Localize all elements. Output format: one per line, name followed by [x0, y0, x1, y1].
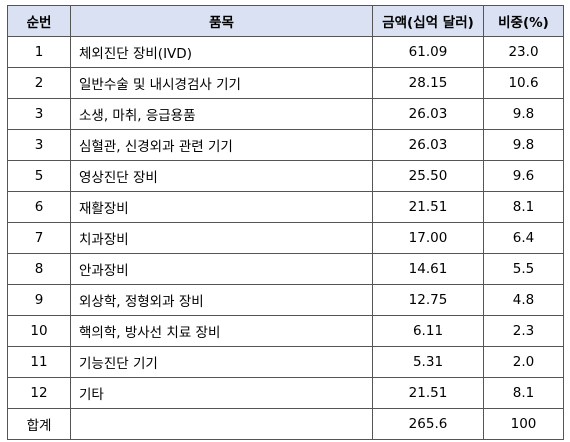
row-item: 체외진단 장비(IVD) [70, 36, 373, 68]
row-share: 2.0 [483, 346, 564, 378]
row-amount: 5.31 [372, 346, 484, 378]
row-amount: 26.03 [372, 98, 484, 130]
row-rank: 10 [7, 315, 71, 347]
row-rank: 3 [7, 98, 71, 130]
row-item: 재활장비 [70, 191, 373, 223]
total-row: 합계 265.6 100 [7, 408, 564, 440]
row-rank: 2 [7, 67, 71, 99]
row-share: 4.8 [483, 284, 564, 316]
row-amount: 26.03 [372, 129, 484, 161]
row-item: 치과장비 [70, 222, 373, 254]
row-rank: 9 [7, 284, 71, 316]
row-share: 8.1 [483, 191, 564, 223]
table-footer: 합계 265.6 100 [7, 408, 564, 440]
row-rank: 8 [7, 253, 71, 285]
row-item: 영상진단 장비 [70, 160, 373, 192]
table-row: 2 일반수술 및 내시경검사 기기 28.15 10.6 [7, 67, 564, 99]
row-item: 일반수술 및 내시경검사 기기 [70, 67, 373, 99]
table-row: 12 기타 21.51 8.1 [7, 377, 564, 409]
row-amount: 17.00 [372, 222, 484, 254]
table-row: 8 안과장비 14.61 5.5 [7, 253, 564, 285]
market-table: 순번 품목 금액(십억 달러) 비중(%) 1 체외진단 장비(IVD) 61.09… [7, 5, 564, 440]
table-row: 7 치과장비 17.00 6.4 [7, 222, 564, 254]
row-amount: 28.15 [372, 67, 484, 99]
row-rank: 1 [7, 36, 71, 68]
header-rank: 순번 [7, 5, 71, 37]
row-amount: 61.09 [372, 36, 484, 68]
table-header: 순번 품목 금액(십억 달러) 비중(%) [7, 5, 564, 37]
row-item: 소생, 마취, 응급용품 [70, 98, 373, 130]
row-share: 6.4 [483, 222, 564, 254]
row-share: 9.8 [483, 129, 564, 161]
table-row: 3 심혈관, 신경외과 관련 기기 26.03 9.8 [7, 129, 564, 161]
row-share: 5.5 [483, 253, 564, 285]
total-label: 합계 [7, 408, 71, 440]
market-table-wrapper: 순번 품목 금액(십억 달러) 비중(%) 1 체외진단 장비(IVD) 61.09… [7, 5, 564, 440]
row-share: 9.6 [483, 160, 564, 192]
row-item: 기타 [70, 377, 373, 409]
row-amount: 25.50 [372, 160, 484, 192]
row-rank: 7 [7, 222, 71, 254]
row-item: 외상학, 정형외과 장비 [70, 284, 373, 316]
row-rank: 3 [7, 129, 71, 161]
row-item: 핵의학, 방사선 치료 장비 [70, 315, 373, 347]
row-amount: 12.75 [372, 284, 484, 316]
total-item [70, 408, 373, 440]
row-item: 심혈관, 신경외과 관련 기기 [70, 129, 373, 161]
table-row: 5 영상진단 장비 25.50 9.6 [7, 160, 564, 192]
row-amount: 14.61 [372, 253, 484, 285]
row-share: 8.1 [483, 377, 564, 409]
table-row: 10 핵의학, 방사선 치료 장비 6.11 2.3 [7, 315, 564, 347]
header-row: 순번 품목 금액(십억 달러) 비중(%) [7, 5, 564, 37]
row-rank: 12 [7, 377, 71, 409]
row-amount: 6.11 [372, 315, 484, 347]
table-row: 1 체외진단 장비(IVD) 61.09 23.0 [7, 36, 564, 68]
total-amount: 265.6 [372, 408, 484, 440]
row-share: 10.6 [483, 67, 564, 99]
table-body: 1 체외진단 장비(IVD) 61.09 23.0 2 일반수술 및 내시경검사 기기 28… [7, 36, 564, 409]
header-share: 비중(%) [483, 5, 564, 37]
total-share: 100 [483, 408, 564, 440]
table-row: 9 외상학, 정형외과 장비 12.75 4.8 [7, 284, 564, 316]
table-row: 11 기능진단 기기 5.31 2.0 [7, 346, 564, 378]
row-rank: 6 [7, 191, 71, 223]
row-amount: 21.51 [372, 377, 484, 409]
row-item: 기능진단 기기 [70, 346, 373, 378]
row-rank: 5 [7, 160, 71, 192]
row-share: 23.0 [483, 36, 564, 68]
table-row: 6 재활장비 21.51 8.1 [7, 191, 564, 223]
row-rank: 11 [7, 346, 71, 378]
row-share: 9.8 [483, 98, 564, 130]
row-amount: 21.51 [372, 191, 484, 223]
row-share: 2.3 [483, 315, 564, 347]
header-amount: 금액(십억 달러) [372, 5, 484, 37]
row-item: 안과장비 [70, 253, 373, 285]
table-row: 3 소생, 마취, 응급용품 26.03 9.8 [7, 98, 564, 130]
header-item: 품목 [70, 5, 373, 37]
